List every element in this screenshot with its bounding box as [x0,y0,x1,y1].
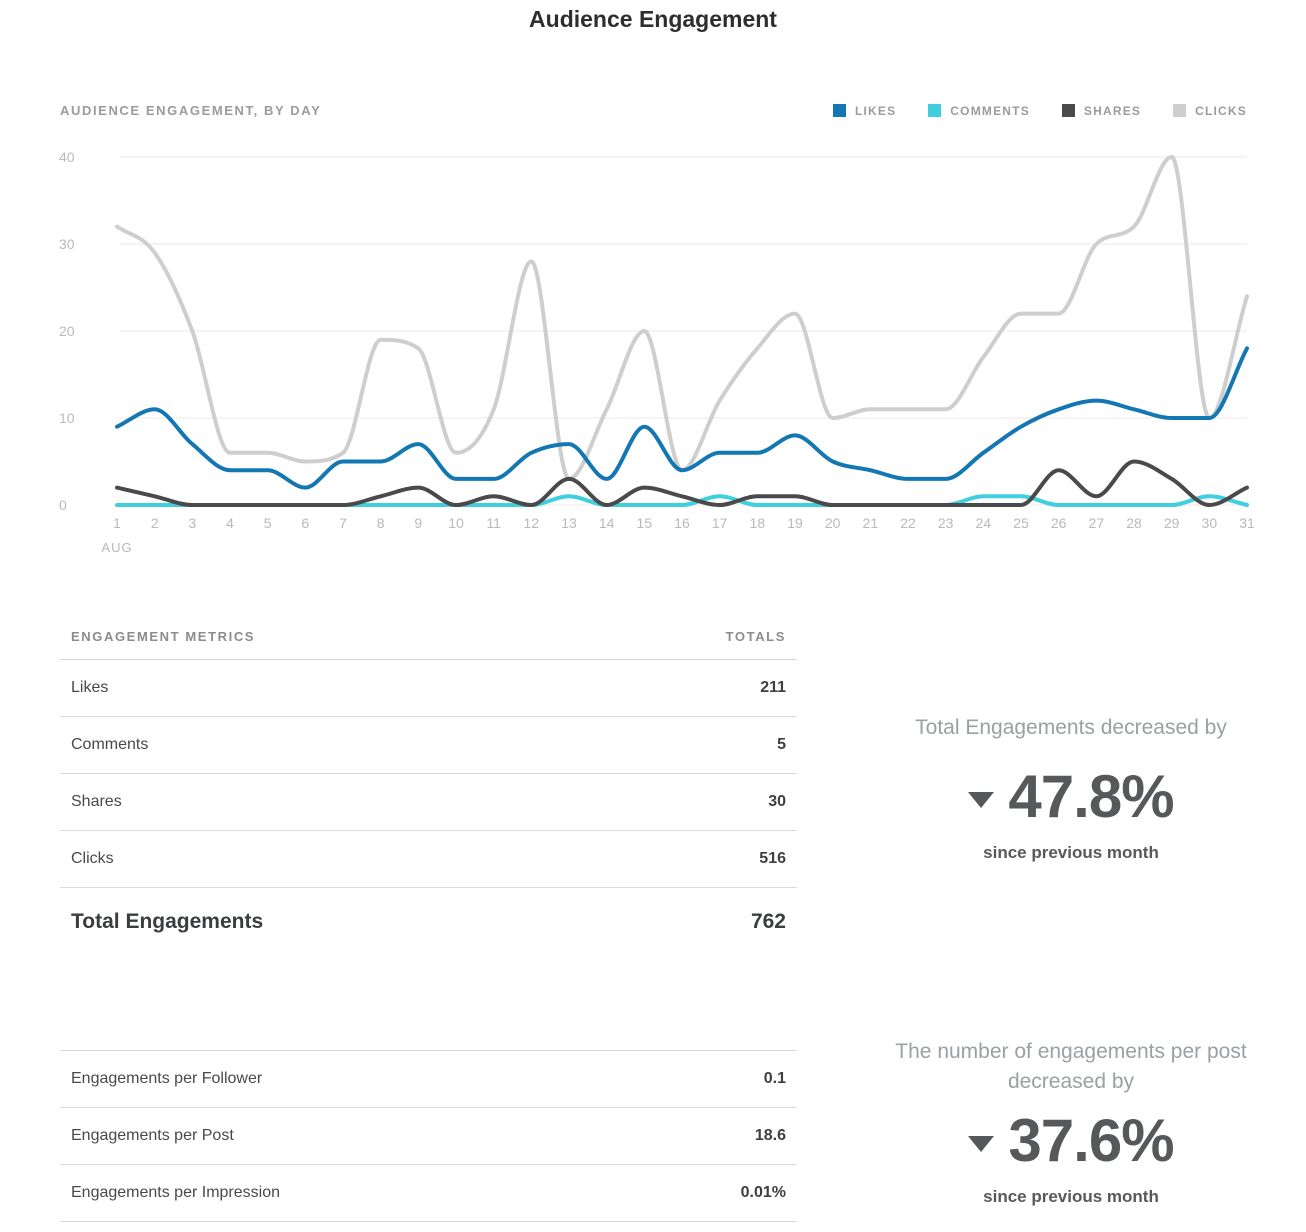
x-tick-label: 31 [1239,515,1255,531]
x-tick-label: 9 [414,515,422,531]
likes-line [115,346,1249,490]
y-tick-label: 0 [59,497,67,513]
table-row-shares: Shares 30 [60,774,797,831]
x-tick-label: 12 [524,515,540,531]
x-tick-label: 10 [448,515,464,531]
x-tick-label: 25 [1013,515,1029,531]
stat-caption: since previous month [983,1187,1159,1206]
table-row-likes: Likes 211 [60,660,797,717]
x-tick-label: 14 [599,515,615,531]
x-tick-label: 11 [486,515,501,531]
clicks-line [115,155,1249,481]
chart-header: AUDIENCE ENGAGEMENT, BY DAY LIKES COMMEN… [60,103,1247,118]
legend-label-likes: LIKES [854,103,897,118]
x-tick-label: 27 [1089,515,1105,531]
shares-line [115,459,1249,507]
row-label: Likes [71,679,109,696]
x-tick-label: 8 [377,515,385,531]
legend-item-likes[interactable]: LIKES [832,103,897,118]
row-value: 5 [777,736,786,753]
table-header-metrics: ENGAGEMENT METRICS [71,629,256,644]
shares-swatch-icon [1061,104,1075,117]
x-tick-label: 4 [226,515,234,531]
engagement-metrics-table: ENGAGEMENT METRICS TOTALS Likes 211 Comm… [60,629,797,956]
stat-heading: Total Engagements decreased by [915,716,1227,739]
x-tick-label: 24 [976,515,992,531]
row-label: Engagements per Follower [71,1070,263,1087]
x-tick-label: 22 [900,515,916,531]
table-row-engagements-per-follower: Engagements per Follower 0.1 [60,1051,797,1108]
x-tick-label: 13 [561,515,577,531]
stat-heading: The number of engagements per post decre… [895,1040,1247,1093]
clicks-swatch-icon [1173,104,1187,117]
x-tick-label: 20 [825,515,841,531]
x-tick-label: 2 [151,515,159,531]
engagements-per-post-change-stat: The number of engagements per post decre… [872,1037,1270,1207]
row-label: Engagements per Impression [71,1184,280,1201]
legend-label-clicks: CLICKS [1195,103,1247,118]
likes-swatch-icon [832,104,846,117]
stat-caption: since previous month [983,843,1159,862]
x-tick-label: 30 [1202,515,1218,531]
table-row-total-engagements: Total Engagements 762 [60,888,797,956]
x-tick-label: 23 [938,515,954,531]
legend-item-comments[interactable]: COMMENTS [928,104,1030,118]
table-row-comments: Comments 5 [60,717,797,774]
table-row-engagements-per-post: Engagements per Post 18.6 [60,1108,797,1165]
month-label: AUG [101,540,132,555]
total-engagements-change-stat: Total Engagements decreased by 47.8% sin… [872,713,1270,863]
table-row-engagements-per-impression: Engagements per Impression 0.01% [60,1165,797,1222]
total-value: 762 [750,910,786,933]
y-tick-label: 10 [59,410,75,426]
x-tick-label: 18 [750,515,766,531]
x-tick-label: 7 [339,515,347,531]
row-value: 18.6 [754,1127,786,1144]
x-tick-label: 6 [301,515,309,531]
y-tick-label: 40 [59,149,75,165]
row-label: Shares [71,793,122,810]
legend-item-shares[interactable]: SHARES [1061,103,1142,118]
row-label: Clicks [71,850,114,867]
row-value: 30 [768,793,786,810]
x-tick-label: 3 [188,515,196,531]
legend-label-shares: SHARES [1083,103,1142,118]
chart-section-title: AUDIENCE ENGAGEMENT, BY DAY [60,103,322,118]
x-tick-label: 28 [1126,515,1142,531]
row-label: Comments [71,736,149,753]
table-header: ENGAGEMENT METRICS TOTALS [60,629,797,660]
engagement-ratios-table: Engagements per Follower 0.1 Engagements… [60,1050,797,1222]
decrease-arrow-icon [968,1136,995,1152]
x-tick-label: 19 [787,515,803,531]
page-title: Audience Engagement [529,6,777,32]
table-row-clicks: Clicks 516 [60,831,797,888]
x-tick-label: 5 [264,515,272,531]
stat-number-row: 47.8% [872,765,1270,829]
y-tick-label: 30 [59,236,75,252]
legend-item-clicks[interactable]: CLICKS [1173,104,1247,118]
decrease-arrow-icon [968,792,995,808]
x-tick-label: 16 [674,515,690,531]
x-tick-label: 17 [712,515,728,531]
x-tick-label: 15 [637,515,653,531]
row-value: 516 [759,850,786,867]
legend-label-comments: COMMENTS [950,103,1030,118]
x-tick-label: 29 [1164,515,1180,531]
row-label: Engagements per Post [71,1127,234,1144]
row-value: 0.01% [740,1184,786,1201]
total-label: Total Engagements [71,910,264,933]
comments-swatch-icon [928,104,942,117]
chart-legend: LIKES COMMENTS SHARES CLICKS [832,103,1247,118]
table-header-totals: TOTALS [725,629,786,644]
x-tick-label: 26 [1051,515,1067,531]
x-tick-label: 21 [863,515,879,531]
x-tick-label: 1 [113,515,121,531]
y-tick-label: 20 [59,323,75,339]
stat-value: 47.8% [1008,763,1174,830]
row-value: 0.1 [763,1070,786,1087]
stat-number-row: 37.6% [872,1109,1270,1173]
row-value: 211 [760,679,786,696]
stat-value: 37.6% [1008,1107,1174,1174]
